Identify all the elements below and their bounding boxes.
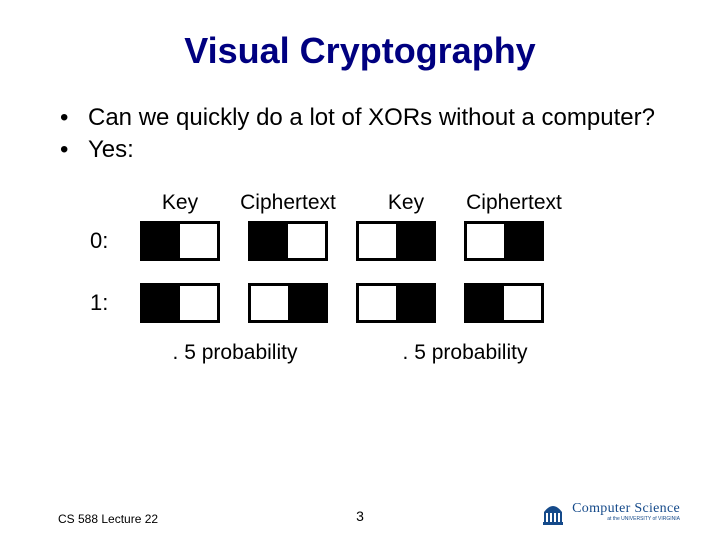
footer-page-number: 3 bbox=[356, 508, 364, 524]
bullet-dot: • bbox=[60, 102, 88, 134]
logo-main-text: Computer Science bbox=[572, 502, 680, 516]
rotunda-icon bbox=[540, 498, 566, 526]
slide-footer: CS 588 Lecture 22 3 Computer Science at … bbox=[0, 498, 720, 526]
cell-half bbox=[504, 286, 541, 320]
bullet-item: • Yes: bbox=[60, 134, 670, 166]
diagram-row: 1: bbox=[90, 283, 720, 323]
cell-half bbox=[180, 224, 217, 258]
cell-half bbox=[288, 224, 325, 258]
cell-half bbox=[396, 224, 433, 258]
cell-half bbox=[359, 286, 396, 320]
crypto-cell bbox=[356, 283, 436, 323]
crypto-cell bbox=[248, 221, 328, 261]
uva-cs-logo: Computer Science at the UNIVERSITY of VI… bbox=[540, 498, 680, 526]
probability-label: . 5 probability bbox=[370, 341, 560, 365]
crypto-cell bbox=[356, 221, 436, 261]
crypto-cell bbox=[464, 221, 544, 261]
row-label: 0: bbox=[90, 228, 140, 254]
col-header: Ciphertext bbox=[456, 191, 572, 215]
cell-half bbox=[251, 286, 288, 320]
cell-half bbox=[396, 286, 433, 320]
crypto-cell bbox=[140, 283, 220, 323]
cell-half bbox=[359, 224, 396, 258]
diagram-headers: Key Ciphertext Key Ciphertext bbox=[140, 191, 720, 215]
footer-lecture: CS 588 Lecture 22 bbox=[58, 512, 158, 526]
bullet-text: Can we quickly do a lot of XORs without … bbox=[88, 102, 655, 134]
col-header: Key bbox=[366, 191, 446, 215]
row-label: 1: bbox=[90, 290, 140, 316]
diagram-row: 0: bbox=[90, 221, 720, 261]
bullet-text: Yes: bbox=[88, 134, 134, 166]
crypto-cell bbox=[140, 221, 220, 261]
cell-half bbox=[180, 286, 217, 320]
cell-half bbox=[143, 224, 180, 258]
cell-half bbox=[288, 286, 325, 320]
col-header: Ciphertext bbox=[230, 191, 346, 215]
cell-half bbox=[467, 286, 504, 320]
logo-text: Computer Science at the UNIVERSITY of VI… bbox=[572, 502, 680, 522]
cell-half bbox=[143, 286, 180, 320]
col-header: Key bbox=[140, 191, 220, 215]
bullet-list: • Can we quickly do a lot of XORs withou… bbox=[0, 102, 720, 167]
crypto-cell bbox=[248, 283, 328, 323]
bullet-dot: • bbox=[60, 134, 88, 166]
cell-half bbox=[251, 224, 288, 258]
cell-half bbox=[467, 224, 504, 258]
crypto-diagram: Key Ciphertext Key Ciphertext 0: 1: . 5 … bbox=[90, 191, 720, 365]
logo-sub-text: at the UNIVERSITY of VIRGINIA bbox=[572, 517, 680, 522]
probability-row: . 5 probability . 5 probability bbox=[140, 341, 720, 365]
bullet-item: • Can we quickly do a lot of XORs withou… bbox=[60, 102, 670, 134]
crypto-cell bbox=[464, 283, 544, 323]
slide-title: Visual Cryptography bbox=[0, 0, 720, 102]
probability-label: . 5 probability bbox=[140, 341, 330, 365]
cell-half bbox=[504, 224, 541, 258]
